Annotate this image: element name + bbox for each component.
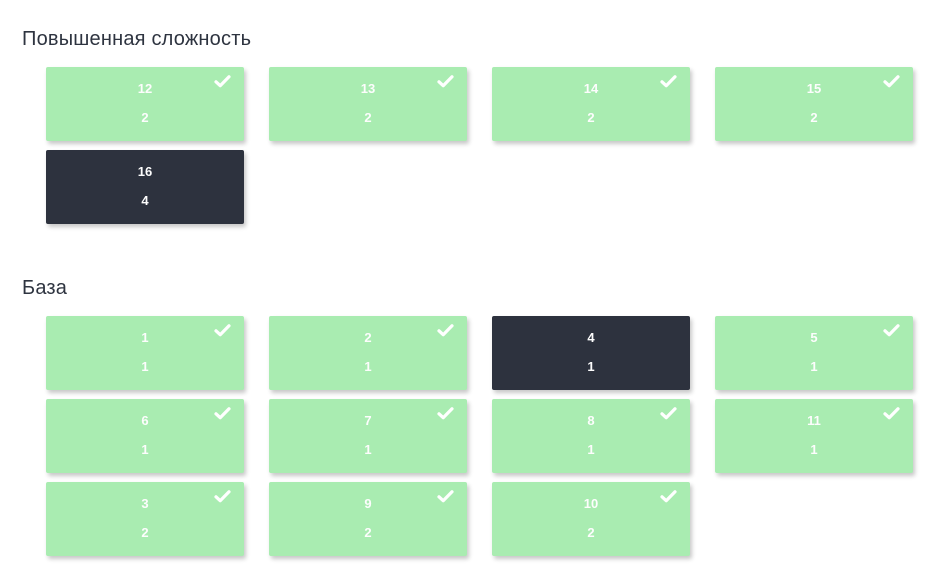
check-icon xyxy=(214,324,231,337)
check-icon xyxy=(660,75,677,88)
task-card-1[interactable]: 1 1 xyxy=(46,316,244,390)
task-card-9[interactable]: 9 2 xyxy=(269,482,467,556)
card-number: 8 xyxy=(587,413,595,428)
task-card-14[interactable]: 14 2 xyxy=(492,67,690,141)
task-card-13[interactable]: 13 2 xyxy=(269,67,467,141)
task-card-6[interactable]: 6 1 xyxy=(46,399,244,473)
check-icon xyxy=(214,407,231,420)
task-card-16[interactable]: 16 4 xyxy=(46,150,244,224)
card-number: 12 xyxy=(137,81,153,96)
card-number: 15 xyxy=(806,81,822,96)
check-icon xyxy=(883,75,900,88)
card-count: 1 xyxy=(587,442,595,457)
task-sections-page: Повышенная сложность 12 2 13 2 14 2 xyxy=(0,28,941,556)
card-number: 10 xyxy=(583,496,599,511)
check-icon xyxy=(437,407,454,420)
card-count: 1 xyxy=(364,442,372,457)
card-number: 1 xyxy=(141,330,149,345)
card-number: 16 xyxy=(137,164,153,179)
card-number: 5 xyxy=(810,330,818,345)
card-count: 2 xyxy=(810,110,818,125)
check-icon xyxy=(437,324,454,337)
card-number: 7 xyxy=(364,413,372,428)
check-icon xyxy=(660,407,677,420)
card-number: 11 xyxy=(807,413,821,428)
card-number: 3 xyxy=(141,496,149,511)
card-number: 9 xyxy=(364,496,372,511)
card-count: 2 xyxy=(364,525,372,540)
card-number: 13 xyxy=(360,81,376,96)
card-count: 2 xyxy=(587,110,595,125)
section-title: Повышенная сложность xyxy=(22,28,252,50)
check-icon xyxy=(214,490,231,503)
card-count: 1 xyxy=(810,359,818,374)
card-count: 4 xyxy=(141,193,149,208)
card-count: 2 xyxy=(141,110,149,125)
card-count: 1 xyxy=(587,359,595,374)
check-icon xyxy=(883,407,900,420)
cards-grid: 1 1 2 1 4 1 5 1 6 1 xyxy=(46,316,941,556)
card-count: 1 xyxy=(141,359,149,374)
card-count: 1 xyxy=(141,442,149,457)
check-icon xyxy=(660,490,677,503)
check-icon xyxy=(214,75,231,88)
task-card-8[interactable]: 8 1 xyxy=(492,399,690,473)
card-number: 14 xyxy=(583,81,599,96)
task-card-12[interactable]: 12 2 xyxy=(46,67,244,141)
check-icon xyxy=(883,324,900,337)
task-card-15[interactable]: 15 2 xyxy=(715,67,913,141)
card-count: 2 xyxy=(587,525,595,540)
task-card-4[interactable]: 4 1 xyxy=(492,316,690,390)
card-count: 1 xyxy=(364,359,372,374)
card-number: 4 xyxy=(587,330,595,345)
task-card-3[interactable]: 3 2 xyxy=(46,482,244,556)
task-card-7[interactable]: 7 1 xyxy=(269,399,467,473)
section-title: База xyxy=(22,277,68,299)
card-number: 6 xyxy=(141,413,149,428)
task-card-11[interactable]: 11 1 xyxy=(715,399,913,473)
section-base: База 1 1 2 1 4 1 5 1 xyxy=(0,277,941,556)
card-number: 2 xyxy=(364,330,372,345)
card-count: 2 xyxy=(141,525,149,540)
task-card-5[interactable]: 5 1 xyxy=(715,316,913,390)
card-count: 1 xyxy=(810,442,818,457)
cards-grid: 12 2 13 2 14 2 15 2 16 4 xyxy=(46,67,941,224)
section-advanced: Повышенная сложность 12 2 13 2 14 2 xyxy=(0,28,941,224)
check-icon xyxy=(437,490,454,503)
check-icon xyxy=(437,75,454,88)
card-count: 2 xyxy=(364,110,372,125)
task-card-2[interactable]: 2 1 xyxy=(269,316,467,390)
task-card-10[interactable]: 10 2 xyxy=(492,482,690,556)
